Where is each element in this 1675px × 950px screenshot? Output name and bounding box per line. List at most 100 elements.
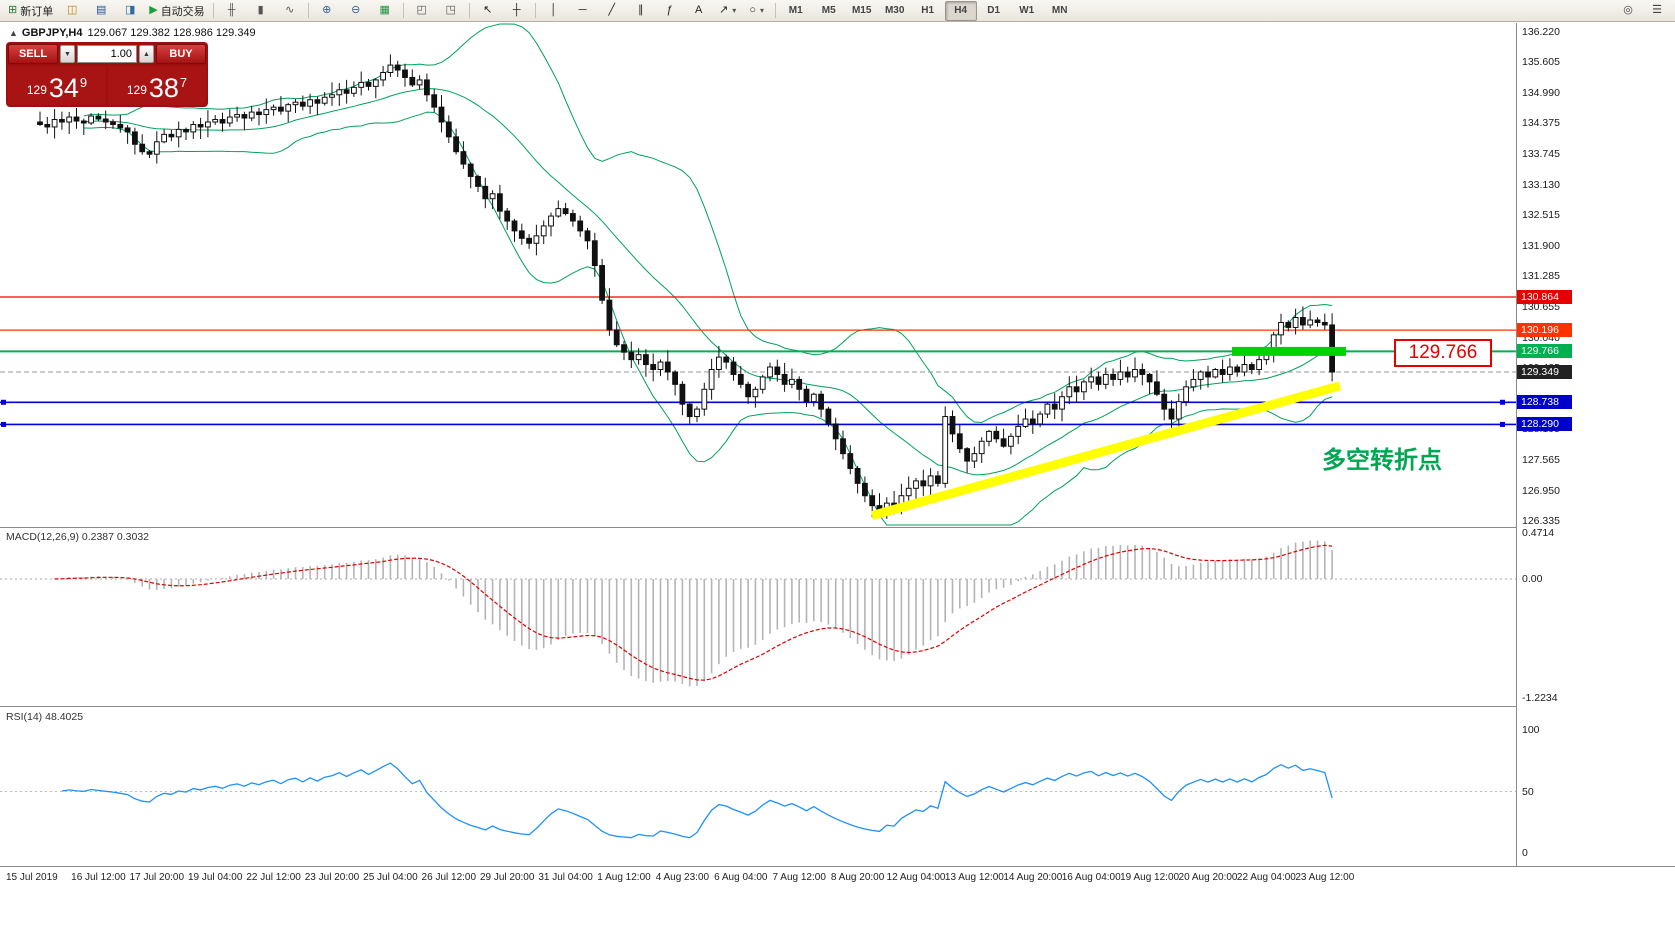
pane-separator-rsi[interactable] (0, 706, 1675, 707)
candlestick-chart-button[interactable]: ▮ (247, 1, 275, 21)
arrange-windows-button[interactable]: ▦ (371, 1, 399, 21)
rsi-line (61, 762, 1333, 839)
line-handle[interactable] (1500, 399, 1505, 405)
timeframe-h4-button[interactable]: H4 (944, 0, 977, 21)
macd-scale-label: 0.00 (1522, 573, 1543, 585)
symbol-info: ▲ GBPJPY,H4 129.067 129.382 128.986 129.34… (9, 27, 256, 39)
new-order-icon: ⊞ (8, 4, 18, 16)
crosshair-button[interactable]: ┼ (503, 1, 531, 21)
chart-shift-button[interactable]: ◫ (58, 1, 86, 21)
arrow-objects-icon: ↗ (719, 4, 729, 16)
time-label: 20 Aug 20:00 (1178, 872, 1238, 883)
rsi-indicator-label: RSI(14) 48.4025 (6, 711, 83, 723)
trendline-button[interactable]: ╱ (598, 1, 626, 21)
tile-windows-icon: ◰ (416, 4, 427, 16)
rsi-label-value: 48.4025 (45, 711, 84, 723)
time-label: 13 Aug 12:00 (944, 872, 1004, 883)
rsi-scale-label: 0 (1522, 847, 1528, 859)
sell-price-display[interactable]: 129 34 9 (8, 66, 106, 105)
text-label-button[interactable]: A (685, 1, 713, 21)
search-button[interactable]: ◎ (1614, 1, 1642, 21)
sell-price-big: 34 (48, 73, 79, 103)
pane-separator-macd[interactable] (0, 527, 1675, 528)
timeframe-d1-button[interactable]: D1 (987, 5, 1001, 16)
rsi-scale-label: 100 (1522, 724, 1540, 736)
horizontal-line-button[interactable]: ─ (569, 1, 597, 21)
timeframe-h1-button[interactable]: H1 (921, 5, 935, 16)
dropdown-caret-icon[interactable]: ▾ (732, 6, 737, 15)
toolbar-separator (402, 3, 404, 18)
zoom-out-button[interactable]: ⊖ (342, 1, 370, 21)
fibonacci-button[interactable]: ƒ (656, 1, 684, 21)
buy-button[interactable]: BUY (156, 44, 206, 64)
data-window-button[interactable]: ◨ (116, 1, 144, 21)
price-scale-separator (1516, 23, 1517, 866)
timeframe-m15-button[interactable]: M15 (851, 5, 872, 16)
line-chart-button[interactable]: ∿ (276, 1, 304, 21)
lot-increase-button[interactable]: ▲ (139, 45, 154, 63)
vertical-line-icon: │ (550, 4, 558, 16)
cascade-windows-button[interactable]: ◳ (437, 1, 465, 21)
price-tick: 136.220 (1522, 25, 1560, 38)
timeframe-m30-button[interactable]: M30 (884, 5, 905, 16)
shape-objects-icon: ○ (749, 4, 756, 16)
bar-chart-button[interactable]: ╫ (218, 1, 246, 21)
price-tick: 130.655 (1522, 301, 1560, 314)
autotrading-button[interactable]: ▶ 自动交易 (145, 1, 208, 21)
time-label: 12 Aug 04:00 (886, 872, 946, 883)
arrow-objects-button[interactable]: ↗ ▾ (714, 1, 742, 21)
toolbar: ⊞ 新订单 ◫ ▤ ◨ ▶ 自动交易 ╫ ▮ ∿ ⊕ ⊖ ▦ ◰ ◳ ↖ ┼ │ ─ ╱ ∥ ƒ A ↗ ▾ ○ ▾ M1 M5 M15 M… (0, 0, 1675, 22)
buy-price-main: 129 (126, 83, 147, 98)
rsi-chart[interactable] (0, 707, 1516, 866)
timeframe-m1-button[interactable]: M1 (788, 5, 803, 16)
vertical-line-button[interactable]: │ (540, 1, 568, 21)
lot-size-input[interactable] (77, 45, 137, 63)
time-axis: 15 Jul 2019 16 Jul 12:00 17 Jul 20:00 19 Ju… (0, 866, 1675, 889)
autotrading-button-label: 自动交易 (160, 5, 205, 18)
price-chart[interactable] (0, 23, 1516, 527)
price-tick: 131.285 (1522, 270, 1560, 283)
turning-point-annotation[interactable]: 多空转折点 (1322, 447, 1442, 474)
data-window-icon: ◨ (125, 4, 136, 16)
horizontal-line-icon: ─ (578, 4, 587, 16)
lot-decrease-button[interactable]: ▼ (60, 45, 75, 63)
line-handle[interactable] (1, 399, 6, 405)
price-tick: 135.605 (1522, 56, 1560, 69)
price-annotation-box[interactable]: 129.766 (1394, 339, 1492, 367)
price-tick: 133.130 (1522, 178, 1560, 191)
toolbar-separator (212, 3, 214, 18)
time-label: 31 Jul 04:00 (538, 872, 593, 883)
price-tick: 126.950 (1522, 484, 1560, 497)
zoom-out-icon: ⊖ (351, 4, 361, 16)
green-zone-segment[interactable] (1232, 346, 1346, 356)
tile-windows-button[interactable]: ◰ (408, 1, 436, 21)
market-watch-button[interactable]: ▤ (87, 1, 115, 21)
channel-button[interactable]: ∥ (627, 1, 655, 21)
buy-price-display[interactable]: 129 38 7 (108, 66, 206, 105)
new-order-button[interactable]: ⊞ 新订单 (4, 1, 57, 21)
cursor-icon: ↖ (483, 4, 493, 16)
timeframe-w1-button[interactable]: W1 (1019, 5, 1035, 16)
cursor-button[interactable]: ↖ (474, 1, 502, 21)
time-label: 15 Jul 2019 (6, 872, 58, 883)
line-handle[interactable] (1, 421, 6, 427)
sell-price-main: 129 (26, 83, 47, 98)
macd-chart[interactable] (0, 528, 1516, 706)
time-label: 4 Aug 23:00 (655, 872, 710, 883)
timeframe-mn-button[interactable]: MN (1051, 5, 1068, 16)
macd-label-values: 0.2387 0.3032 (81, 531, 150, 543)
yellow-trendline[interactable] (870, 381, 1342, 520)
options-button[interactable]: ☰ (1643, 1, 1671, 21)
time-label: 19 Aug 12:00 (1120, 872, 1180, 883)
timeframe-m5-button[interactable]: M5 (821, 5, 836, 16)
collapse-panel-icon[interactable]: ▲ (9, 28, 18, 38)
shape-objects-button[interactable]: ○ ▾ (743, 1, 771, 21)
zoom-in-button[interactable]: ⊕ (313, 1, 341, 21)
dropdown-caret-icon[interactable]: ▾ (760, 6, 765, 15)
sell-button[interactable]: SELL (8, 44, 58, 64)
line-handle[interactable] (1500, 421, 1505, 427)
macd-signal-line (54, 544, 1333, 681)
bollinger-bands (83, 23, 1333, 526)
time-label: 16 Jul 12:00 (71, 872, 126, 883)
